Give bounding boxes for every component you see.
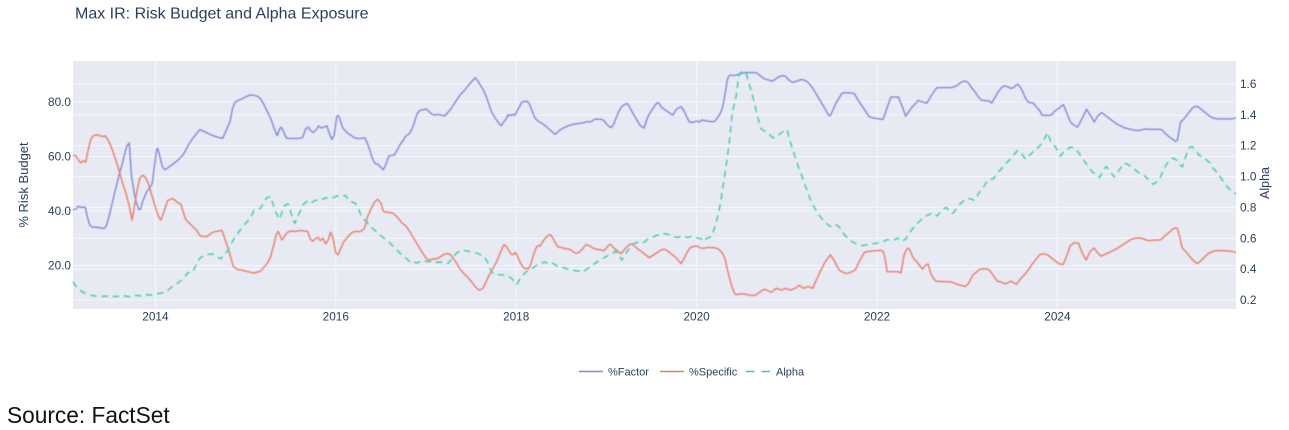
svg-text:% Risk Budget: % Risk Budget: [16, 142, 31, 228]
svg-text:40.0: 40.0: [48, 204, 71, 218]
svg-text:2022: 2022: [864, 310, 890, 324]
svg-text:2016: 2016: [323, 310, 350, 324]
svg-text:Source: FactSet: Source: FactSet: [7, 402, 170, 428]
svg-text:Max IR: Risk Budget and Alpha: Max IR: Risk Budget and Alpha Exposure: [75, 6, 369, 23]
svg-text:0.6: 0.6: [1240, 231, 1257, 245]
svg-text:0.2: 0.2: [1240, 293, 1256, 307]
svg-text:20.0: 20.0: [48, 259, 71, 273]
svg-text:0.8: 0.8: [1240, 200, 1257, 214]
svg-text:0.4: 0.4: [1240, 262, 1257, 276]
svg-text:2020: 2020: [683, 310, 710, 324]
svg-text:60.0: 60.0: [48, 150, 71, 164]
svg-text:2014: 2014: [142, 310, 169, 324]
svg-text:80.0: 80.0: [48, 95, 71, 109]
svg-text:2024: 2024: [1044, 310, 1071, 324]
svg-text:1.4: 1.4: [1240, 108, 1257, 122]
svg-text:1.6: 1.6: [1240, 77, 1257, 91]
svg-text:Alpha: Alpha: [1258, 167, 1272, 199]
svg-text:%Factor: %Factor: [608, 367, 649, 379]
svg-text:1.2: 1.2: [1240, 139, 1256, 153]
svg-text:Alpha: Alpha: [776, 367, 805, 379]
svg-text:2018: 2018: [503, 310, 530, 324]
svg-text:%Specific: %Specific: [689, 367, 738, 379]
svg-text:1.0: 1.0: [1240, 170, 1257, 184]
